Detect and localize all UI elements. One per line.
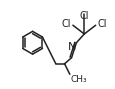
- Text: CH₃: CH₃: [70, 75, 87, 84]
- Text: N: N: [67, 42, 75, 52]
- Text: Cl: Cl: [97, 19, 106, 29]
- Text: Cl: Cl: [79, 11, 88, 21]
- Text: Cl: Cl: [61, 19, 70, 29]
